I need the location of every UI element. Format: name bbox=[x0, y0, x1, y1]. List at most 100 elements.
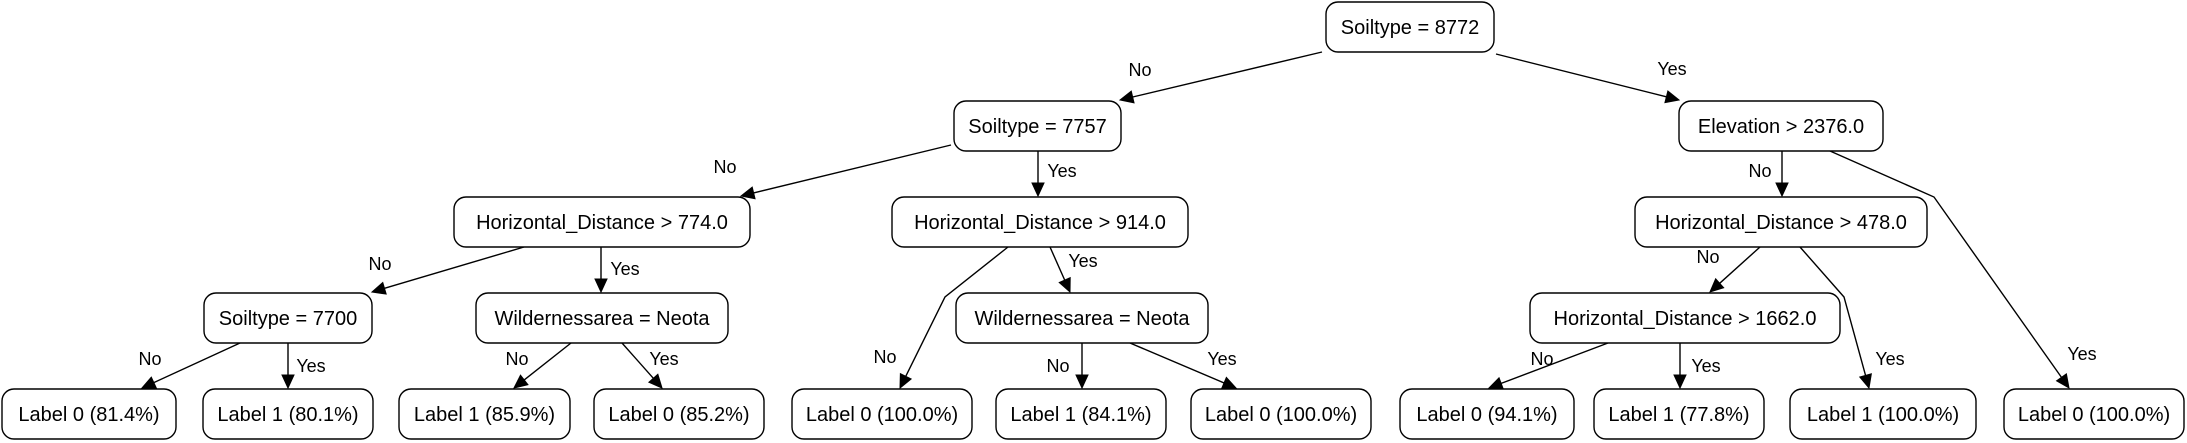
edge-label: No bbox=[873, 347, 896, 367]
decision-node-n3: Elevation > 2376.0 bbox=[1678, 100, 1884, 152]
arrowhead bbox=[370, 281, 387, 295]
edge-label: Yes bbox=[649, 349, 678, 369]
node-box bbox=[955, 292, 1209, 344]
node-label: Horizontal_Distance > 478.0 bbox=[1655, 212, 1907, 234]
arrowhead bbox=[1775, 182, 1789, 198]
edge-label: No bbox=[505, 349, 528, 369]
node-label: Label 1 (77.8%) bbox=[1608, 404, 1749, 426]
edge-label: No bbox=[713, 157, 736, 177]
node-label: Horizontal_Distance > 1662.0 bbox=[1554, 308, 1817, 330]
decision-node-n10: Horizontal_Distance > 1662.0 bbox=[1529, 292, 1841, 344]
arrowhead bbox=[1118, 90, 1135, 104]
arrowhead bbox=[1220, 376, 1238, 389]
leaf-node-l8: Label 0 (94.1%) bbox=[1399, 388, 1575, 440]
arrowhead bbox=[140, 376, 158, 389]
decision-node-n7: Soiltype = 7700 bbox=[203, 292, 373, 344]
arrowhead bbox=[1058, 276, 1071, 294]
node-label: Horizontal_Distance > 774.0 bbox=[476, 212, 728, 234]
node-box bbox=[1593, 388, 1765, 440]
edge-line bbox=[753, 144, 952, 194]
edge-label: No bbox=[1046, 356, 1069, 376]
node-label: Soiltype = 8772 bbox=[1341, 17, 1479, 39]
arrowhead bbox=[1075, 374, 1089, 390]
decision-node-n9: Wildernessarea = Neota bbox=[955, 292, 1209, 344]
edge-n9-to-l6: No bbox=[1046, 343, 1089, 390]
node-box bbox=[203, 292, 373, 344]
node-box bbox=[1634, 196, 1928, 248]
node-box bbox=[453, 196, 751, 248]
leaf-node-l1: Label 0 (81.4%) bbox=[1, 388, 177, 440]
edge-n7-to-l2: Yes bbox=[281, 343, 326, 390]
node-box bbox=[1, 388, 177, 440]
edge-n1-to-n2: No bbox=[1118, 51, 1323, 104]
node-label: Horizontal_Distance > 914.0 bbox=[914, 212, 1166, 234]
arrowhead bbox=[647, 373, 663, 389]
arrowhead bbox=[1664, 90, 1681, 104]
edge-label: Yes bbox=[1047, 161, 1076, 181]
node-box bbox=[1529, 292, 1841, 344]
node-box bbox=[1678, 100, 1884, 152]
edge-n4-to-n8: Yes bbox=[594, 247, 640, 294]
leaf-node-l4: Label 0 (85.2%) bbox=[593, 388, 765, 440]
edge-line bbox=[1829, 150, 2063, 378]
edge-label: Yes bbox=[610, 259, 639, 279]
decision-node-n6: Horizontal_Distance > 478.0 bbox=[1634, 196, 1928, 248]
node-label: Label 1 (80.1%) bbox=[217, 404, 358, 426]
arrowhead bbox=[1487, 376, 1505, 390]
leaf-node-l10: Label 1 (100.0%) bbox=[1789, 388, 1977, 440]
edge-label: No bbox=[368, 254, 391, 274]
edge-n10-to-l8: No bbox=[1487, 342, 1609, 390]
node-box bbox=[1789, 388, 1977, 440]
edge-n10-to-l9: Yes bbox=[1673, 343, 1721, 390]
edge-line bbox=[523, 342, 572, 381]
edge-label: Yes bbox=[296, 356, 325, 376]
arrowhead bbox=[2055, 373, 2070, 389]
edge-line bbox=[1132, 51, 1323, 98]
node-label: Label 0 (94.1%) bbox=[1416, 404, 1557, 426]
edge-n5-to-l5: No bbox=[873, 246, 1009, 390]
leaf-node-l2: Label 1 (80.1%) bbox=[202, 388, 374, 440]
edge-n1-to-n3: Yes bbox=[1495, 53, 1687, 104]
edge-label: No bbox=[1128, 60, 1151, 80]
edge-line bbox=[1049, 246, 1066, 281]
leaf-node-l6: Label 1 (84.1%) bbox=[995, 388, 1167, 440]
edge-line bbox=[384, 246, 525, 289]
node-box bbox=[2003, 388, 2185, 440]
node-label: Soiltype = 7700 bbox=[219, 308, 357, 330]
edge-line bbox=[1799, 246, 1867, 376]
decision-node-n8: Wildernessarea = Neota bbox=[475, 292, 729, 344]
edge-n4-to-n7: No bbox=[368, 246, 525, 295]
node-box bbox=[791, 388, 973, 440]
node-box bbox=[475, 292, 729, 344]
edge-n7-to-l1: No bbox=[138, 342, 241, 389]
edge-line bbox=[1500, 342, 1609, 385]
arrowhead bbox=[739, 186, 756, 200]
node-box bbox=[891, 196, 1189, 248]
edge-label: Yes bbox=[1207, 349, 1236, 369]
arrowhead bbox=[899, 372, 913, 390]
edge-n5-to-n9: Yes bbox=[1049, 246, 1098, 294]
edge-line bbox=[153, 342, 241, 384]
edge-label: No bbox=[1696, 247, 1719, 267]
node-box bbox=[1399, 388, 1575, 440]
node-box bbox=[995, 388, 1167, 440]
edge-label: Yes bbox=[1875, 349, 1904, 369]
edges-layer: No Yes No Yes No Yes No Yes No Yes No Yes No Yes No Yes… bbox=[138, 51, 2097, 390]
leaf-node-l7: Label 0 (100.0%) bbox=[1190, 388, 1372, 440]
arrowhead bbox=[1709, 277, 1725, 293]
node-label: Label 1 (84.1%) bbox=[1010, 404, 1151, 426]
edge-line bbox=[1719, 246, 1761, 284]
node-label: Soiltype = 7757 bbox=[968, 116, 1106, 138]
edge-line bbox=[1495, 53, 1667, 98]
edge-n6-to-l10: Yes bbox=[1799, 246, 1905, 390]
decision-node-n1: Soiltype = 8772 bbox=[1325, 1, 1495, 53]
node-box bbox=[398, 388, 571, 440]
edge-label: Yes bbox=[1068, 251, 1097, 271]
decision-node-n5: Horizontal_Distance > 914.0 bbox=[891, 196, 1189, 248]
node-label: Label 0 (100.0%) bbox=[806, 404, 958, 426]
edge-label: No bbox=[1530, 349, 1553, 369]
edge-n3-to-l11: Yes bbox=[1829, 150, 2097, 389]
decision-node-n2: Soiltype = 7757 bbox=[953, 100, 1122, 152]
